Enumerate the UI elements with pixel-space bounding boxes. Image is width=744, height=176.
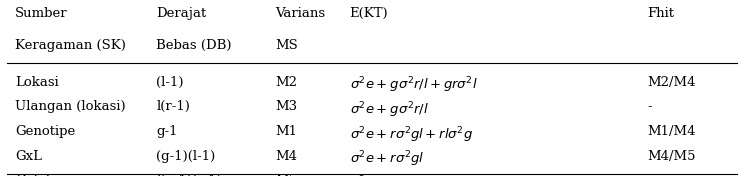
Text: M3: M3: [275, 100, 298, 113]
Text: $\sigma^2e+r\sigma^2gl +rl\sigma^2g$: $\sigma^2e+r\sigma^2gl +rl\sigma^2g$: [350, 125, 472, 144]
Text: Derajat: Derajat: [156, 7, 207, 20]
Text: -: -: [647, 174, 652, 176]
Text: M4/M5: M4/M5: [647, 150, 696, 163]
Text: Varians: Varians: [275, 7, 325, 20]
Text: Fhit: Fhit: [647, 7, 674, 20]
Text: (g-1)(l-1): (g-1)(l-1): [156, 150, 216, 163]
Text: $\sigma^2e +g\sigma^2r/l$: $\sigma^2e +g\sigma^2r/l$: [350, 100, 429, 120]
Text: g-1: g-1: [156, 125, 178, 138]
Text: Bebas (DB): Bebas (DB): [156, 39, 231, 52]
Text: Ulangan (lokasi): Ulangan (lokasi): [15, 100, 126, 113]
Text: GxL: GxL: [15, 150, 42, 163]
Text: E(KT): E(KT): [350, 7, 388, 20]
Text: M5: M5: [275, 174, 298, 176]
Text: $\sigma^2e + g\sigma^2 r/l + gr\sigma^2l$: $\sigma^2e + g\sigma^2 r/l + gr\sigma^2l…: [350, 76, 478, 95]
Text: MS: MS: [275, 39, 298, 52]
Text: l(g-1)(r-1): l(g-1)(r-1): [156, 174, 222, 176]
Text: M4: M4: [275, 150, 298, 163]
Text: $\sigma^2e+r\sigma^2gl$: $\sigma^2e+r\sigma^2gl$: [350, 150, 424, 169]
Text: M2: M2: [275, 76, 298, 89]
Text: l(r-1): l(r-1): [156, 100, 190, 113]
Text: -: -: [647, 100, 652, 113]
Text: M1/M4: M1/M4: [647, 125, 696, 138]
Text: (l-1): (l-1): [156, 76, 184, 89]
Text: Galat: Galat: [15, 174, 51, 176]
Text: M1: M1: [275, 125, 298, 138]
Text: Sumber: Sumber: [15, 7, 68, 20]
Text: Genotipe: Genotipe: [15, 125, 75, 138]
Text: M2/M4: M2/M4: [647, 76, 696, 89]
Text: $\sigma^2e$: $\sigma^2e$: [350, 174, 374, 176]
Text: Keragaman (SK): Keragaman (SK): [15, 39, 126, 52]
Text: Lokasi: Lokasi: [15, 76, 59, 89]
